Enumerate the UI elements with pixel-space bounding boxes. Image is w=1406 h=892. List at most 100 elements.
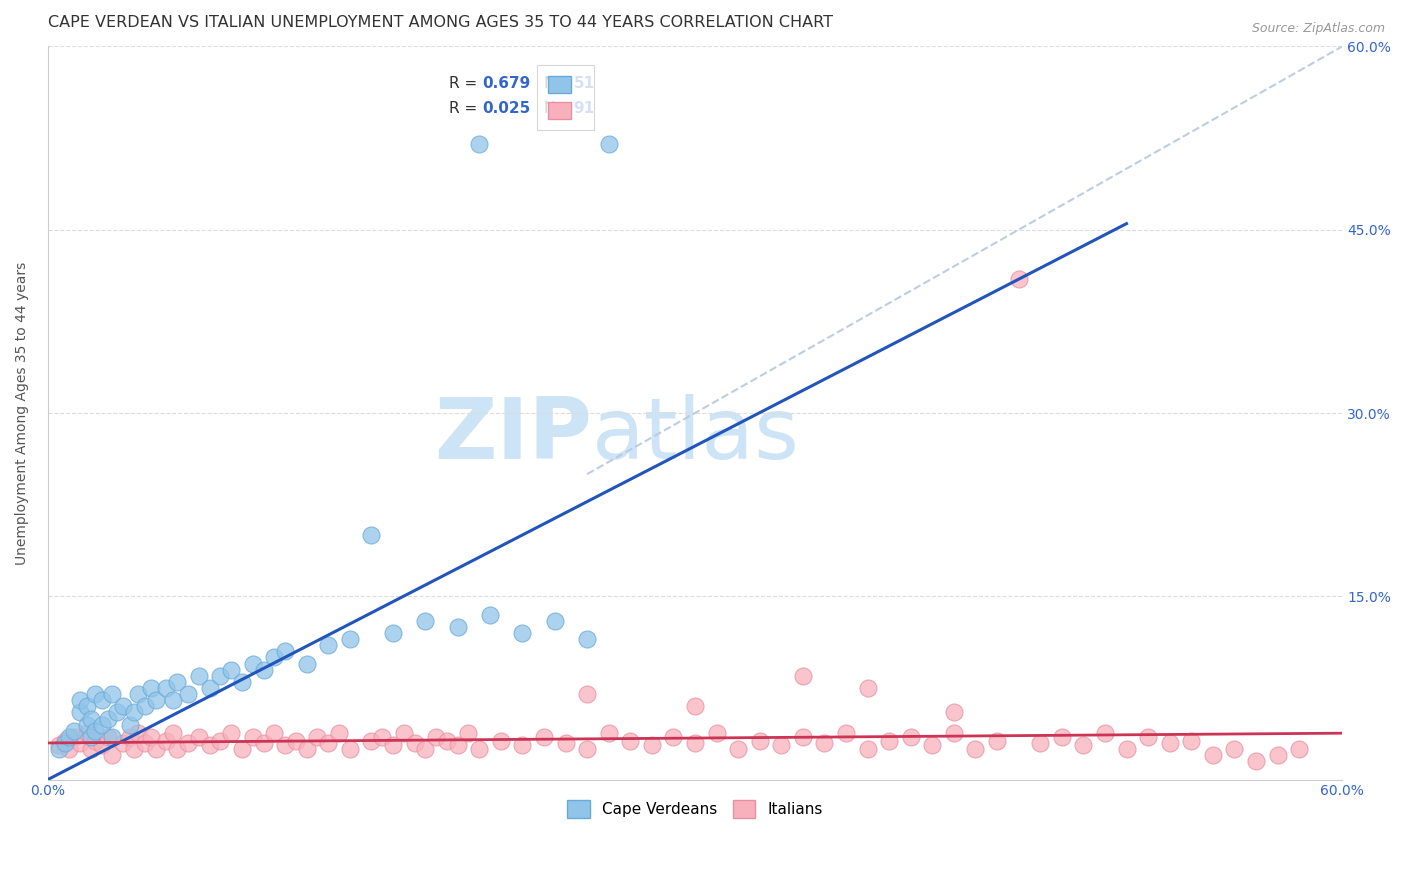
Text: 51: 51 — [574, 76, 595, 91]
Point — [231, 742, 253, 756]
Point — [48, 742, 70, 756]
Point — [942, 726, 965, 740]
Point — [339, 742, 361, 756]
Point — [512, 739, 534, 753]
Point — [706, 726, 728, 740]
Point — [598, 137, 620, 152]
Point — [84, 723, 107, 738]
Point — [339, 632, 361, 646]
Point — [118, 730, 141, 744]
Y-axis label: Unemployment Among Ages 35 to 44 years: Unemployment Among Ages 35 to 44 years — [15, 261, 30, 565]
Point — [80, 712, 103, 726]
Point — [1267, 748, 1289, 763]
Point — [479, 607, 502, 622]
Point — [127, 687, 149, 701]
Point — [316, 638, 339, 652]
Point — [619, 733, 641, 747]
Point — [447, 739, 470, 753]
Point — [748, 733, 770, 747]
Point — [141, 681, 163, 695]
Point — [404, 736, 426, 750]
Point — [360, 528, 382, 542]
Point — [770, 739, 793, 753]
Point — [69, 736, 91, 750]
Point — [58, 730, 80, 744]
Point — [274, 644, 297, 658]
Point — [415, 742, 437, 756]
Point — [219, 663, 242, 677]
Point — [1288, 742, 1310, 756]
Point — [198, 681, 221, 695]
Point — [1137, 730, 1160, 744]
Point — [792, 730, 814, 744]
Point — [813, 736, 835, 750]
Point — [792, 669, 814, 683]
Point — [835, 726, 858, 740]
Point — [90, 717, 112, 731]
Point — [1202, 748, 1225, 763]
Point — [307, 730, 329, 744]
Point — [900, 730, 922, 744]
Point — [1073, 739, 1095, 753]
Point — [576, 687, 599, 701]
Point — [1050, 730, 1073, 744]
Point — [198, 739, 221, 753]
Point — [90, 693, 112, 707]
Point — [80, 742, 103, 756]
Point — [80, 730, 103, 744]
Point — [263, 650, 285, 665]
Point — [122, 706, 145, 720]
Point — [122, 742, 145, 756]
Point — [112, 736, 135, 750]
Point — [284, 733, 307, 747]
Point — [101, 687, 124, 701]
Point — [48, 739, 70, 753]
Point — [187, 730, 209, 744]
Text: 0.025: 0.025 — [482, 102, 531, 116]
Point — [90, 739, 112, 753]
Point — [576, 632, 599, 646]
Point — [415, 614, 437, 628]
Point — [141, 730, 163, 744]
Point — [425, 730, 447, 744]
Point — [856, 681, 879, 695]
Point — [69, 693, 91, 707]
Point — [209, 669, 232, 683]
Point — [295, 742, 318, 756]
Point — [162, 726, 184, 740]
Point — [162, 693, 184, 707]
Point — [166, 674, 188, 689]
Point — [76, 717, 98, 731]
Point — [1115, 742, 1137, 756]
Point — [145, 693, 167, 707]
Point — [554, 736, 576, 750]
Point — [274, 739, 297, 753]
Point — [942, 706, 965, 720]
Point — [166, 742, 188, 756]
Point — [145, 742, 167, 756]
Point — [231, 674, 253, 689]
Point — [641, 739, 664, 753]
Text: ZIP: ZIP — [433, 393, 592, 476]
Point — [544, 614, 567, 628]
Point — [76, 726, 98, 740]
Point — [62, 730, 84, 744]
Point — [155, 681, 177, 695]
Point — [242, 730, 264, 744]
Point — [316, 736, 339, 750]
Point — [1029, 736, 1052, 750]
Point — [965, 742, 987, 756]
Point — [97, 712, 120, 726]
Point — [683, 699, 706, 714]
Point — [252, 736, 274, 750]
Point — [177, 736, 200, 750]
Point — [1159, 736, 1181, 750]
Point — [921, 739, 943, 753]
Text: CAPE VERDEAN VS ITALIAN UNEMPLOYMENT AMONG AGES 35 TO 44 YEARS CORRELATION CHART: CAPE VERDEAN VS ITALIAN UNEMPLOYMENT AMO… — [48, 15, 832, 30]
Point — [118, 717, 141, 731]
Point — [177, 687, 200, 701]
Text: R =: R = — [449, 76, 482, 91]
Point — [105, 706, 128, 720]
Point — [533, 730, 555, 744]
Point — [1180, 733, 1202, 747]
